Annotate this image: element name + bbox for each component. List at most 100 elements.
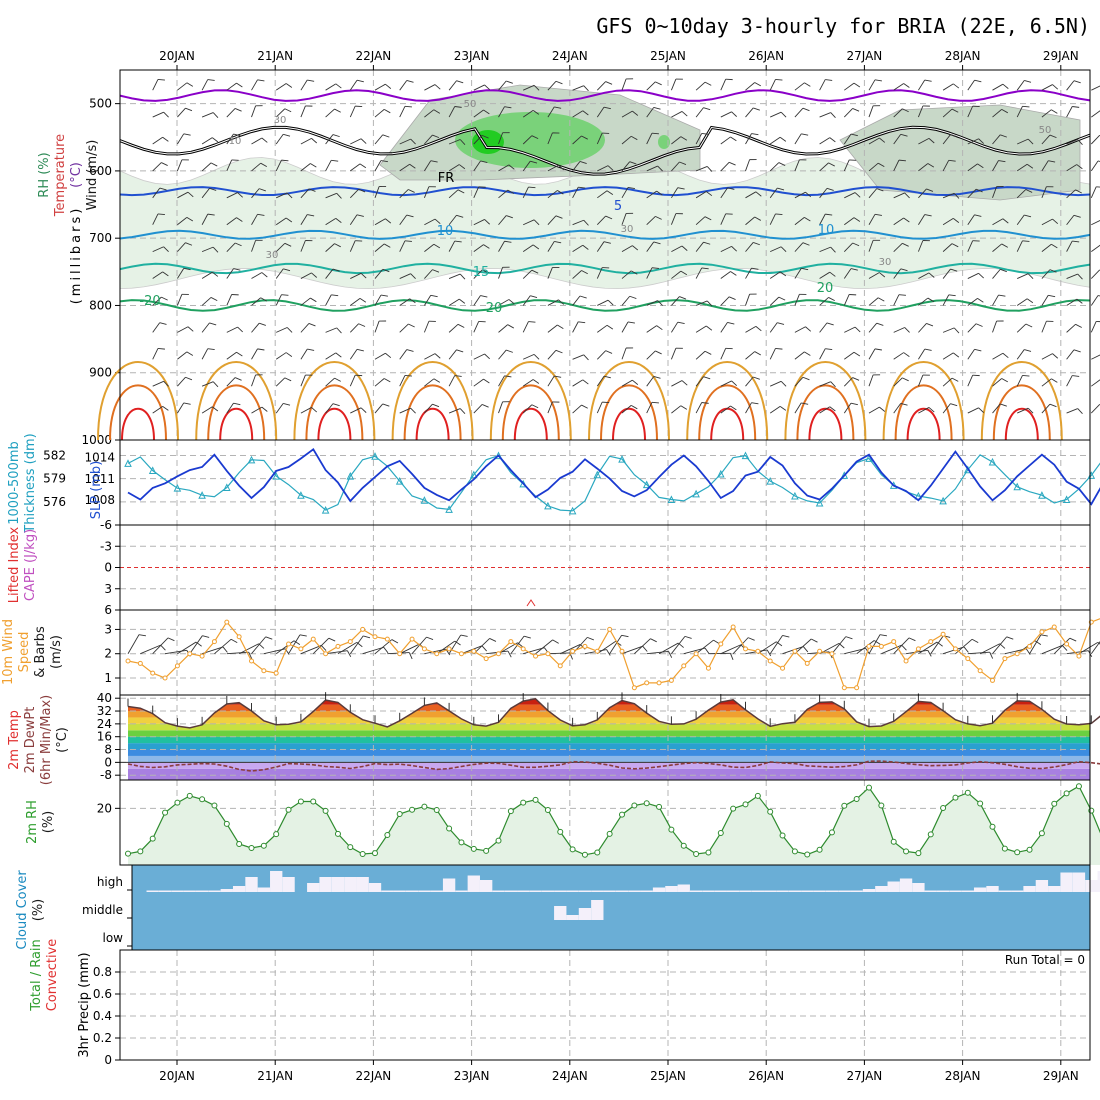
- y-tick-label: 0.2: [93, 1031, 112, 1045]
- slp-marker: [667, 495, 676, 503]
- wind-barb: [1016, 163, 1028, 172]
- wind-barb: [720, 348, 727, 360]
- wind-barb: [1091, 219, 1100, 226]
- wind-barb-flag: [730, 136, 737, 142]
- wind-barb: [992, 83, 1004, 91]
- wind-barb: [226, 377, 236, 387]
- wind-barb-flag: [261, 137, 268, 143]
- wind-barb-flag: [160, 644, 166, 651]
- wind-barb: [572, 295, 581, 306]
- wind-barb: [843, 268, 852, 279]
- cloud-high-bar: [702, 890, 715, 892]
- wind-barb-flag: [506, 80, 513, 84]
- cloud-high-bar: [331, 877, 345, 892]
- wind-barb: [1041, 186, 1047, 198]
- cloud-high-bar: [591, 890, 604, 892]
- wind-barb-flag: [186, 216, 194, 222]
- wind-barb-flag: [157, 78, 165, 81]
- wind-barb: [1016, 240, 1023, 252]
- wind-barb-flag: [928, 138, 935, 144]
- axis-label: Lifted Index: [7, 526, 22, 603]
- wind-barb-flag: [731, 246, 737, 252]
- wind-barb: [1066, 189, 1076, 199]
- wind-barb-flag: [603, 375, 611, 379]
- wind-barb: [646, 650, 669, 655]
- wind-barb: [1066, 408, 1078, 414]
- wind-barb: [1016, 214, 1025, 225]
- rh-marker: [1038, 830, 1045, 837]
- wind-barb-flag: [1077, 139, 1083, 145]
- wind-speed-marker: [162, 675, 168, 681]
- freezing-level-inner: [119, 126, 1091, 175]
- wind-barb: [152, 637, 169, 655]
- wind-barb-flag: [1077, 273, 1083, 280]
- wind-barb: [671, 270, 682, 279]
- wind-barb: [251, 272, 263, 279]
- wind-barb: [275, 640, 295, 655]
- wind-barb-flag: [1006, 636, 1014, 640]
- wind-barb: [769, 348, 776, 360]
- wind-barb: [399, 375, 406, 387]
- wind-barb-flag: [1000, 403, 1007, 407]
- wind-barb: [399, 163, 410, 172]
- wind-barb-flag: [656, 325, 663, 331]
- wind-barb: [424, 84, 436, 91]
- rh-marker: [767, 808, 774, 815]
- wind-barb-flag: [701, 402, 709, 404]
- wind-barb-flag: [286, 327, 293, 333]
- wind-barb: [1078, 641, 1099, 655]
- wind-barb-flag: [1073, 349, 1081, 353]
- wind-barb: [893, 134, 902, 145]
- cloud-high-bar: [986, 886, 999, 892]
- wind-barb-flag: [751, 402, 759, 405]
- wind-barb: [1041, 218, 1053, 226]
- wind-barb-flag: [285, 217, 293, 223]
- wind-barb-flag: [975, 188, 983, 193]
- wind-speed-marker: [347, 639, 353, 645]
- wind-barb-flag: [489, 638, 497, 642]
- date-label: 27JAN: [847, 49, 883, 63]
- heat-contour: [391, 361, 474, 441]
- wind-barb: [325, 83, 337, 91]
- wind-barb-flag: [506, 349, 513, 353]
- wind-barb: [572, 404, 582, 414]
- wind-barb: [522, 244, 534, 253]
- wind-barb: [769, 187, 778, 199]
- wind-barb-flag: [731, 111, 737, 117]
- cloud-high-bar: [677, 884, 690, 892]
- wind-barb-flag: [950, 134, 958, 138]
- slp-marker: [741, 451, 750, 460]
- wind-speed-marker: [471, 648, 477, 654]
- cloud-high-bar: [517, 890, 530, 892]
- isotherm-5: [119, 186, 1091, 197]
- cape-spike: [526, 599, 536, 607]
- wind-barb-flag: [578, 186, 586, 189]
- wind-barb-flag: [187, 191, 194, 198]
- date-label: 27JAN: [847, 1069, 883, 1083]
- wind-barb-flag: [528, 186, 536, 189]
- wind-barb: [251, 162, 261, 172]
- wind-barb: [670, 213, 677, 225]
- wind-barb: [942, 160, 950, 172]
- contour-label: 15: [473, 265, 490, 280]
- wind-barb-flag: [483, 109, 490, 115]
- cloud-panel: high middle low Cloud Cover (%): [15, 864, 1100, 951]
- wind-barb: [621, 245, 633, 253]
- wind-barb-flag: [877, 297, 885, 302]
- wind-barb: [473, 378, 484, 387]
- wind-barb-flag: [1061, 645, 1068, 651]
- wind-barb-flag: [852, 242, 860, 247]
- wind-barb: [769, 213, 776, 225]
- wind-speed-marker: [1027, 643, 1033, 649]
- wind-barb-flag: [404, 105, 412, 108]
- slp-marker: [815, 498, 824, 507]
- rh-marker: [952, 794, 959, 801]
- wind-barb: [942, 134, 951, 145]
- wind-barb: [498, 299, 510, 306]
- wind-barb-flag: [507, 189, 515, 194]
- wind-barb-flag: [555, 80, 563, 85]
- wind-barb: [300, 214, 308, 225]
- heat-contour: [489, 361, 572, 441]
- axis-label: 3hr Precip (mm): [77, 952, 92, 1057]
- wind-barb-flag: [780, 380, 787, 387]
